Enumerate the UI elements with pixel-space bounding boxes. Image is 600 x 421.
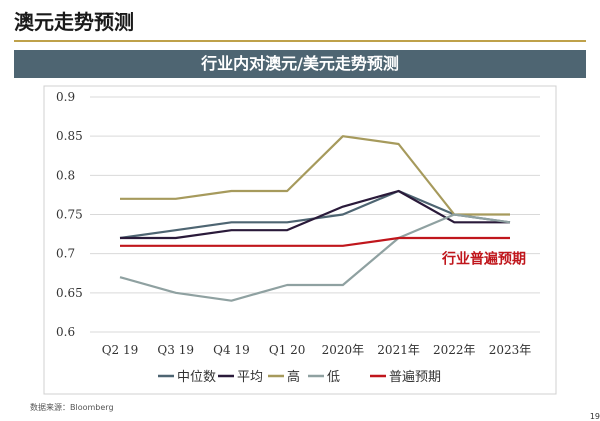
chart-banner: 行业内对澳元/美元走势预测 — [14, 50, 586, 78]
y-tick-label: 0.9 — [56, 90, 75, 104]
x-tick-label: 2020年 — [322, 343, 365, 357]
series-line — [120, 236, 510, 247]
legend-label: 普遍预期 — [389, 369, 441, 385]
series-line — [120, 189, 510, 240]
title-divider — [14, 40, 586, 42]
y-axis-labels: 0.6 0.65 0.7 0.75 0.8 0.85 0.9 — [56, 90, 83, 339]
legend-label: 高 — [287, 369, 300, 385]
page-number: 19 — [589, 412, 600, 421]
x-axis-labels: Q2 19 Q3 19 Q4 19 Q1 20 2020年 2021年 2022年 2023年 — [102, 343, 532, 357]
y-tick-label: 0.75 — [56, 208, 83, 222]
y-tick-label: 0.7 — [56, 247, 75, 261]
y-tick-label: 0.65 — [56, 286, 83, 300]
page-title: 澳元走势预测 — [14, 10, 134, 34]
source-note: 数据来源：Bloomberg — [30, 403, 114, 412]
series-lines — [119, 135, 511, 302]
series-line — [120, 135, 510, 216]
legend-label: 低 — [327, 370, 340, 385]
annotation-label: 行业普遍预期 — [441, 251, 526, 268]
x-tick-label: 2023年 — [489, 343, 532, 357]
legend-label: 平均 — [237, 370, 263, 385]
x-tick-label: 2022年 — [433, 343, 476, 357]
x-tick-label: Q1 20 — [269, 343, 306, 357]
y-tick-label: 0.85 — [56, 129, 83, 143]
x-tick-label: Q4 19 — [213, 343, 250, 357]
series-line — [119, 213, 511, 302]
x-tick-label: 2021年 — [377, 343, 420, 357]
y-tick-label: 0.6 — [56, 325, 75, 339]
legend-label: 中位数 — [177, 370, 216, 385]
x-tick-label: Q3 19 — [157, 343, 194, 357]
y-tick-label: 0.8 — [56, 168, 75, 182]
chart-border — [43, 85, 557, 395]
legend: 中位数 平均 高 低 普遍预期 — [158, 369, 441, 385]
x-tick-label: Q2 19 — [102, 343, 139, 357]
